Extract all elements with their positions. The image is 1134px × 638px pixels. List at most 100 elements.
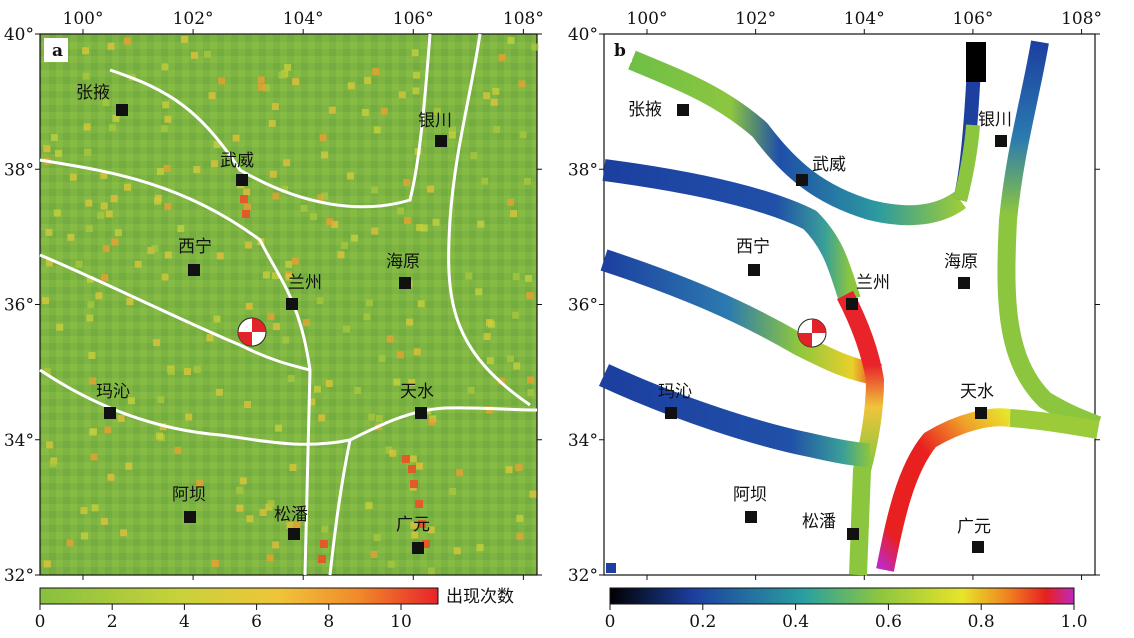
hotspot-cell [283,159,291,167]
fault-line [328,439,352,576]
fault-band [997,40,1102,434]
hotspot-cell [408,465,416,473]
hotspot-cell [292,78,300,86]
hotspot-cell [160,125,168,133]
hotspot-cell [86,314,94,322]
hotspot-cell [267,312,275,320]
hotspot-cell [239,477,247,485]
hotspot-cell [365,299,373,307]
hotspot-cell [167,368,175,376]
hotspot-cell [257,76,265,84]
hotspot-cell [354,387,362,395]
hotspot-cell [487,320,495,328]
x-tick-label: 106° [393,9,434,29]
hotspot-cell [262,84,270,92]
x-tick-label: 104° [844,9,885,29]
hotspot-cell [285,273,293,281]
hotspot-cell [208,92,216,100]
hotspot-cell [409,455,417,463]
x-tick-label: 106° [952,9,993,29]
colorbar-tick-label: 10 [390,612,412,632]
city-marker [958,277,970,289]
hotspot-cell [272,541,280,549]
hotspot-cell [287,375,295,383]
hotspot-cell [50,133,58,141]
colorbar-tick-label: 0.6 [875,612,902,632]
hotspot-cell [456,469,464,477]
panel-b-axes: 100° 102° 104° 106° 108° 40° 38° 36° 34° 32° [568,9,1102,586]
hotspot-cell [269,170,277,178]
hotspot-cell [524,274,532,282]
hotspot-cell [193,166,201,174]
hotspot-cell [363,313,371,321]
panel-a-faults [39,33,538,576]
city-label: 天水 [960,382,994,402]
hotspot-cell [432,218,440,226]
hotspot-cell [420,224,428,232]
hotspot-cell [293,520,301,528]
hotspot-cell [90,453,98,461]
y-tick-label: 36° [568,296,598,316]
hotspot-cell [302,319,310,327]
hotspot-cell [107,473,115,481]
hotspot-cell [213,315,221,323]
hotspot-cell [492,87,500,95]
hotspot-cell [467,386,475,394]
y-tick-label: 40° [4,25,34,45]
hotspot-cell [215,388,223,396]
city-label: 银川 [418,111,452,131]
hotspot-cell [527,389,535,397]
hotspot-cell [95,292,103,300]
hotspot-cell [396,351,404,359]
hotspot-cell [408,379,416,387]
fault-band-dark [966,42,986,82]
panel-a-label-bg [44,38,68,62]
hotspot-cell [120,529,128,537]
hotspot-cell [433,107,441,115]
hotspot-cell [313,385,321,393]
colorbar-tick-label: 2 [107,612,118,632]
hotspot-cell [371,186,379,194]
colorbar-tick-label: 8 [323,612,334,632]
hotspot-cell [346,172,354,180]
panel-a-label: a [52,41,63,61]
city-label: 天水 [400,382,434,402]
hotspot-cell [350,234,358,242]
hotspot-cell [427,526,435,534]
colorbar-tick-label: 0 [605,612,616,632]
colorbar-tick-label: 0.8 [968,612,995,632]
hotspot-cell [100,517,108,525]
hotspot-cell [372,68,380,76]
hotspot-cell [161,273,169,281]
hotspot-cell [100,171,108,179]
fault-line [39,368,351,446]
hotspot-cell [107,42,115,50]
hotspot-cell [364,77,372,85]
panel-b-colorbar-ticks: 0 0.2 0.4 0.6 0.8 1.0 [605,604,1088,632]
city-marker [184,511,196,523]
colorbar-tick-label: 0.4 [782,612,809,632]
city-label: 海原 [386,252,420,272]
hotspot-cell [75,260,83,268]
hotspot-cell [328,106,336,114]
hotspot-cell [164,251,172,259]
city-label: 阿坝 [172,485,206,505]
hotspot-cell [403,178,411,186]
hotspot-cell [282,336,290,344]
hotspot-cell [147,246,155,254]
hotspot-cell [174,446,182,454]
hotspot-cell [66,539,74,547]
city-label: 西宁 [178,237,212,257]
y-tick-label: 34° [568,431,598,451]
hotspot-cell [244,241,252,249]
fault-line [349,406,538,442]
hotspot-cell [389,449,397,457]
hotspot-cell [262,271,270,279]
hotspot-cell [267,500,275,508]
hotspot-cell [291,257,299,265]
city-marker [796,174,808,186]
y-tick-label: 32° [4,566,34,586]
colorbar-tick-label: 1.0 [1060,612,1087,632]
